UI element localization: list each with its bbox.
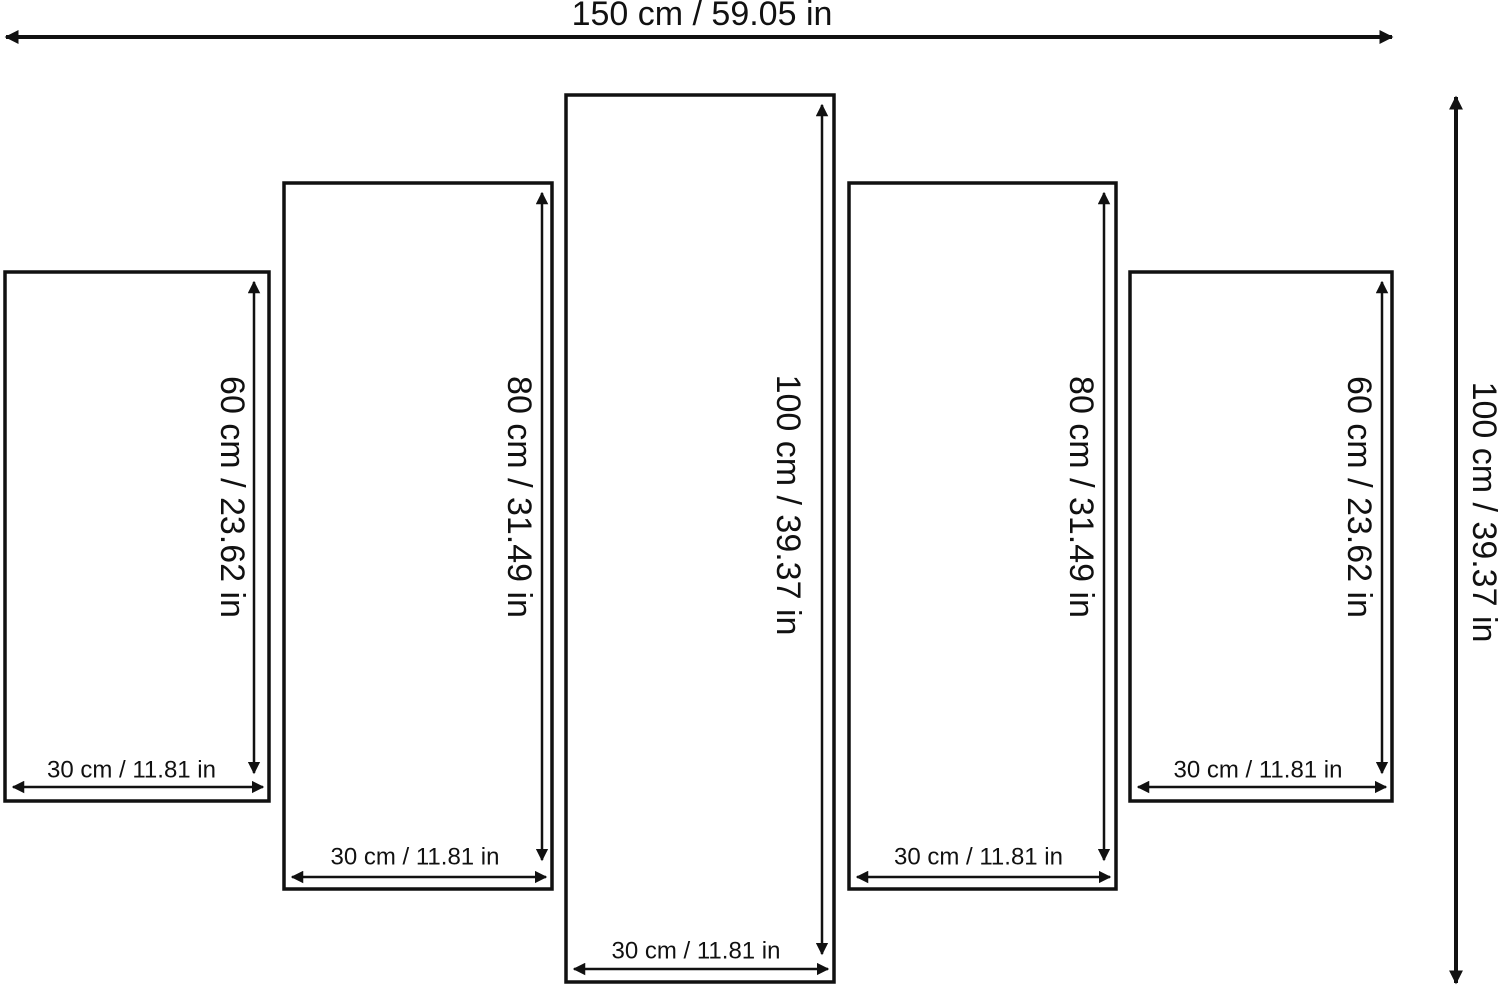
panel-height-label: 100 cm / 39.37 in	[769, 375, 807, 636]
panel-width-label: 30 cm / 11.81 in	[331, 843, 500, 870]
panel-frame	[847, 181, 1118, 891]
panel-width-label: 30 cm / 11.81 in	[894, 843, 1063, 870]
panel-frame	[3, 270, 271, 803]
overall-width-label: 150 cm / 59.05 in	[572, 0, 833, 33]
panel-height-label: 80 cm / 31.49 in	[500, 376, 538, 618]
panel-width-label: 30 cm / 11.81 in	[612, 937, 781, 964]
panel-frame	[1128, 270, 1394, 803]
panel-height-label: 60 cm / 23.62 in	[213, 376, 251, 618]
panel-height-label: 60 cm / 23.62 in	[1340, 376, 1378, 618]
panel-height-label: 80 cm / 31.49 in	[1062, 376, 1100, 618]
panel-frame	[282, 181, 554, 891]
panel-frame	[564, 93, 836, 984]
panel-width-label: 30 cm / 11.81 in	[47, 756, 216, 783]
overall-height-label: 100 cm / 39.37 in	[1465, 382, 1500, 643]
panel-width-label: 30 cm / 11.81 in	[1174, 756, 1343, 783]
